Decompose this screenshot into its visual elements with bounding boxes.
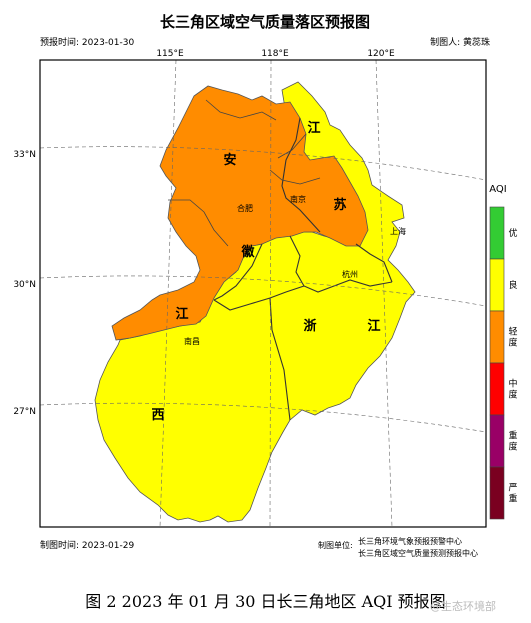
legend-label: 严重: [508, 483, 517, 505]
legend-label: 中度: [508, 378, 517, 401]
legend-label: 良: [508, 279, 517, 291]
province-label-jiang-zhe: 江: [367, 318, 380, 334]
province-label-zhe: 浙: [303, 318, 316, 334]
forecast-time: 预报时间: 2023-01-30: [40, 36, 134, 48]
province-label-hui: 徽: [240, 244, 255, 260]
lon-label-118: 118°E: [261, 49, 289, 59]
region-light: [111, 85, 369, 341]
legend-label: 优: [508, 227, 517, 239]
city-label-nanjing: 南京: [290, 194, 306, 204]
legend-swatch: [489, 310, 505, 364]
city-label-nanchang: 南昌: [184, 336, 200, 346]
lat-label-27: 27°N: [13, 407, 36, 417]
unit-line-2: 长三角区域空气质量预测预报中心: [358, 548, 478, 558]
figure-caption: 图 2 2023 年 01 月 30 日长三角地区 AQI 预报图: [85, 592, 446, 611]
orange-inner-boundaries: [168, 99, 321, 247]
map-title: 长三角区域空气质量落区预报图: [160, 13, 370, 31]
province-label-jiang-su: 江: [307, 120, 320, 136]
map-frame: [39, 59, 487, 528]
legend-swatch: [489, 362, 505, 416]
legend-title: AQI: [489, 184, 507, 195]
legend-swatch: [489, 258, 505, 312]
map-maker: 制图人: 黄蕊珠: [430, 36, 490, 48]
province-boundaries: [213, 117, 393, 421]
legend-label: 重度: [508, 430, 517, 453]
lon-label-120: 120°E: [367, 49, 395, 59]
lon-label-115: 115°E: [156, 49, 184, 59]
made-time: 制图时间: 2023-01-29: [40, 539, 134, 551]
province-label-su: 苏: [333, 197, 346, 213]
legend-swatch: [489, 466, 505, 520]
city-label-hefei: 合肥: [237, 203, 253, 213]
city-label-shanghai: 上海: [390, 226, 406, 236]
province-label-an: 安: [223, 152, 236, 168]
unit-line-1: 长三角环境气象预报预警中心: [358, 536, 462, 546]
graticule: [39, 59, 487, 528]
province-label-xi: 西: [151, 408, 164, 423]
lat-label-30: 30°N: [13, 280, 36, 290]
unit-label: 制图单位:: [318, 540, 353, 550]
legend-swatch: [489, 414, 505, 468]
province-label-jiang-xi: 江: [175, 306, 188, 322]
city-label-hangzhou: 杭州: [342, 269, 358, 279]
lat-label-33: 33°N: [13, 150, 36, 160]
legend-label: 轻度: [508, 326, 517, 349]
watermark: @生态环境部: [430, 600, 496, 613]
legend-swatch: [489, 206, 505, 260]
